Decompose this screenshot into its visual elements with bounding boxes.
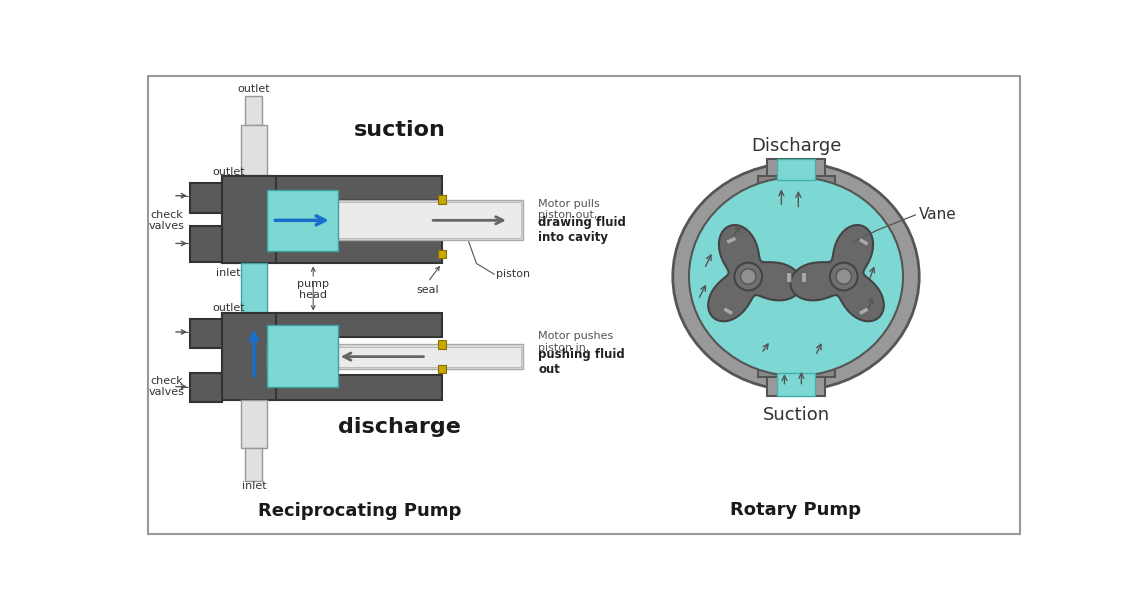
Text: drawing fluid
into cavity: drawing fluid into cavity bbox=[538, 216, 626, 245]
Text: Vane: Vane bbox=[919, 207, 956, 222]
Bar bbox=[723, 307, 734, 316]
Bar bbox=[438, 195, 446, 204]
Text: check
valves: check valves bbox=[149, 210, 185, 231]
Ellipse shape bbox=[689, 177, 903, 376]
Bar bbox=[245, 95, 262, 125]
Text: outlet: outlet bbox=[212, 167, 245, 177]
Bar bbox=[757, 176, 834, 184]
Bar bbox=[241, 125, 267, 176]
Bar bbox=[241, 400, 267, 448]
Text: pushing fluid
out: pushing fluid out bbox=[538, 348, 625, 376]
Bar bbox=[190, 226, 222, 262]
Circle shape bbox=[734, 263, 763, 291]
Bar bbox=[222, 240, 442, 263]
Bar bbox=[222, 313, 442, 336]
Bar bbox=[245, 448, 262, 481]
Bar bbox=[801, 272, 806, 281]
Bar bbox=[726, 236, 736, 245]
Bar bbox=[190, 182, 222, 213]
Text: outlet: outlet bbox=[237, 85, 270, 94]
Bar bbox=[222, 313, 276, 400]
Bar bbox=[222, 176, 442, 199]
Bar bbox=[267, 190, 337, 251]
Bar bbox=[190, 319, 222, 348]
Bar bbox=[858, 307, 869, 316]
Bar bbox=[438, 250, 446, 259]
Bar bbox=[337, 202, 521, 238]
Bar bbox=[267, 344, 522, 369]
Bar bbox=[241, 263, 267, 313]
Bar bbox=[767, 159, 825, 178]
Circle shape bbox=[741, 269, 756, 284]
Bar bbox=[757, 369, 834, 377]
Bar bbox=[438, 340, 446, 349]
Text: suction: suction bbox=[353, 120, 446, 140]
Bar bbox=[438, 365, 446, 373]
Bar bbox=[267, 347, 521, 367]
Text: inlet: inlet bbox=[217, 268, 241, 278]
Bar bbox=[222, 375, 442, 400]
Polygon shape bbox=[790, 225, 884, 321]
Ellipse shape bbox=[673, 163, 919, 390]
Text: Motor pulls
piston out,: Motor pulls piston out, bbox=[538, 199, 600, 220]
Circle shape bbox=[830, 263, 857, 291]
Text: Discharge: Discharge bbox=[751, 137, 841, 155]
Text: Reciprocating Pump: Reciprocating Pump bbox=[258, 503, 461, 521]
Text: outlet: outlet bbox=[212, 303, 245, 313]
Bar bbox=[767, 375, 825, 396]
Polygon shape bbox=[708, 225, 801, 321]
Bar bbox=[785, 272, 791, 281]
Text: seal: seal bbox=[416, 284, 439, 295]
Text: Motor pushes
piston in,: Motor pushes piston in, bbox=[538, 331, 613, 353]
Text: check
valves: check valves bbox=[149, 376, 185, 397]
Text: pump
head: pump head bbox=[298, 279, 329, 300]
Text: inlet: inlet bbox=[242, 481, 267, 491]
Circle shape bbox=[836, 269, 852, 284]
Bar bbox=[776, 373, 815, 396]
Bar bbox=[858, 237, 869, 246]
Bar bbox=[337, 199, 522, 240]
FancyBboxPatch shape bbox=[148, 76, 1020, 535]
Bar bbox=[267, 325, 337, 387]
Text: Suction: Suction bbox=[763, 406, 830, 424]
Text: discharge: discharge bbox=[339, 417, 461, 437]
Bar bbox=[190, 373, 222, 402]
Bar bbox=[776, 159, 815, 180]
Text: Rotary Pump: Rotary Pump bbox=[731, 501, 862, 519]
Bar bbox=[222, 176, 276, 263]
Text: piston: piston bbox=[496, 269, 530, 279]
